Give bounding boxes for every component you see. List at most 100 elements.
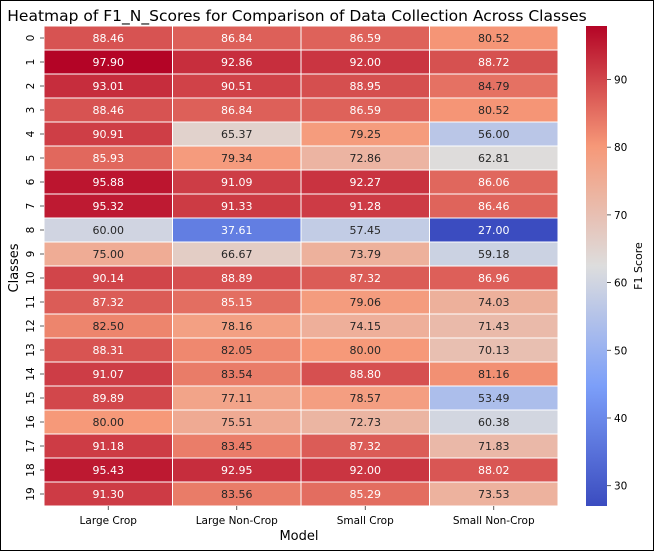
cell-value-label: 66.67 [221, 248, 253, 261]
colorbar-ticks: 30 40 50 60 70 80 90 [607, 74, 627, 493]
heatmap-cell [300, 145, 430, 171]
chart-title: Heatmap of F1_N_Scores for Comparison of… [7, 7, 587, 26]
heatmap-cell [43, 409, 173, 435]
cell-value-label: 75.51 [221, 416, 253, 429]
cell-value-label: 91.18 [93, 440, 125, 453]
cell-value-label: 88.46 [93, 104, 125, 117]
cell-value-label: 88.89 [221, 272, 253, 285]
cell-value-label: 83.56 [221, 488, 253, 501]
cell-value-label: 89.89 [93, 392, 125, 405]
heatmap-cell [43, 361, 173, 387]
heatmap-cell [172, 169, 302, 195]
x-tick-label: Large Crop [80, 515, 138, 527]
cell-value-label: 97.90 [93, 56, 125, 69]
heatmap-cell [300, 409, 430, 435]
cell-value-label: 88.31 [93, 344, 125, 357]
cell-value-label: 91.07 [93, 368, 125, 381]
cell-value-label: 86.59 [350, 104, 382, 117]
heatmap-cell [300, 49, 430, 75]
cell-value-label: 92.95 [221, 464, 253, 477]
heatmap-cell [43, 337, 173, 363]
heatmap-cell [43, 457, 173, 483]
heatmap-cell [429, 361, 559, 387]
cell-value-label: 88.80 [350, 368, 382, 381]
colorbar-tick-label: 40 [614, 413, 627, 425]
cell-value-label: 85.15 [221, 296, 253, 309]
cell-value-label: 65.37 [221, 128, 253, 141]
cell-value-label: 75.00 [93, 248, 125, 261]
cell-value-label: 90.51 [221, 80, 253, 93]
heatmap-cell [429, 481, 559, 507]
cell-value-label: 86.96 [478, 272, 510, 285]
heatmap-cell [429, 73, 559, 99]
cell-value-label: 74.15 [350, 320, 382, 333]
cell-value-label: 87.32 [350, 272, 382, 285]
cell-value-label: 79.34 [221, 152, 253, 165]
colorbar [586, 26, 607, 506]
y-tick-label: 19 [25, 487, 37, 500]
cell-value-label: 91.33 [221, 200, 253, 213]
cell-value-label: 81.16 [478, 368, 510, 381]
heatmap-cell [300, 97, 430, 123]
cell-value-label: 80.00 [93, 416, 125, 429]
cell-value-label: 84.79 [478, 80, 510, 93]
cell-value-label: 91.28 [350, 200, 382, 213]
heatmap-cell [172, 409, 302, 435]
cell-value-label: 71.83 [478, 440, 510, 453]
heatmap-cell [300, 337, 430, 363]
y-tick-label: 7 [25, 203, 37, 210]
heatmap-cell [300, 169, 430, 195]
heatmap-cell [429, 25, 559, 51]
cell-value-label: 95.32 [93, 200, 125, 213]
heatmap-cell [429, 121, 559, 147]
colorbar-tick-label: 60 [614, 278, 627, 290]
cell-value-label: 83.54 [221, 368, 253, 381]
cell-value-label: 92.86 [221, 56, 253, 69]
cell-value-label: 77.11 [221, 392, 253, 405]
heatmap-cell [429, 313, 559, 339]
cell-value-label: 80.52 [478, 104, 510, 117]
x-tick-label: Large Non-Crop [196, 515, 278, 527]
heatmap-cell [172, 313, 302, 339]
x-tick-labels: Large Crop Large Non-Crop Small Crop Small … [80, 506, 535, 527]
cell-value-label: 56.00 [478, 128, 510, 141]
y-tick-label: 16 [25, 415, 37, 429]
y-tick-label: 0 [25, 35, 37, 42]
cell-value-label: 87.32 [93, 296, 125, 309]
cell-value-label: 91.30 [93, 488, 125, 501]
y-tick-label: 17 [25, 439, 37, 452]
cell-value-label: 83.45 [221, 440, 253, 453]
heatmap-cell [172, 265, 302, 291]
cell-value-label: 71.43 [478, 320, 510, 333]
heatmap-cell [429, 385, 559, 411]
y-tick-label: 8 [25, 227, 37, 234]
cell-value-label: 79.06 [350, 296, 382, 309]
cell-value-label: 86.84 [221, 32, 253, 45]
cell-value-label: 78.16 [221, 320, 253, 333]
heatmap-cell [429, 193, 559, 219]
heatmap-cell [172, 289, 302, 315]
heatmap-cell [172, 193, 302, 219]
cell-value-label: 93.01 [93, 80, 125, 93]
heatmap-cell [172, 145, 302, 171]
cell-value-label: 82.50 [93, 320, 125, 333]
y-tick-label: 18 [25, 463, 37, 476]
heatmap-cell [300, 217, 430, 243]
cell-value-label: 92.27 [350, 176, 382, 189]
x-axis-label: Model [279, 529, 318, 544]
heatmap-cell [429, 49, 559, 75]
cell-value-label: 86.59 [350, 32, 382, 45]
cell-value-label: 85.93 [93, 152, 125, 165]
cell-value-label: 37.61 [221, 224, 253, 237]
heatmap-cell [43, 193, 173, 219]
colorbar-tick-label: 30 [614, 481, 627, 493]
heatmap-cell [43, 121, 173, 147]
y-tick-label: 12 [25, 319, 37, 332]
cell-value-label: 60.00 [93, 224, 125, 237]
heatmap-cell [172, 49, 302, 75]
cell-value-label: 73.79 [350, 248, 382, 261]
cell-value-label: 72.86 [350, 152, 382, 165]
cell-value-label: 73.53 [478, 488, 510, 501]
y-axis-label: Classes [7, 243, 22, 292]
